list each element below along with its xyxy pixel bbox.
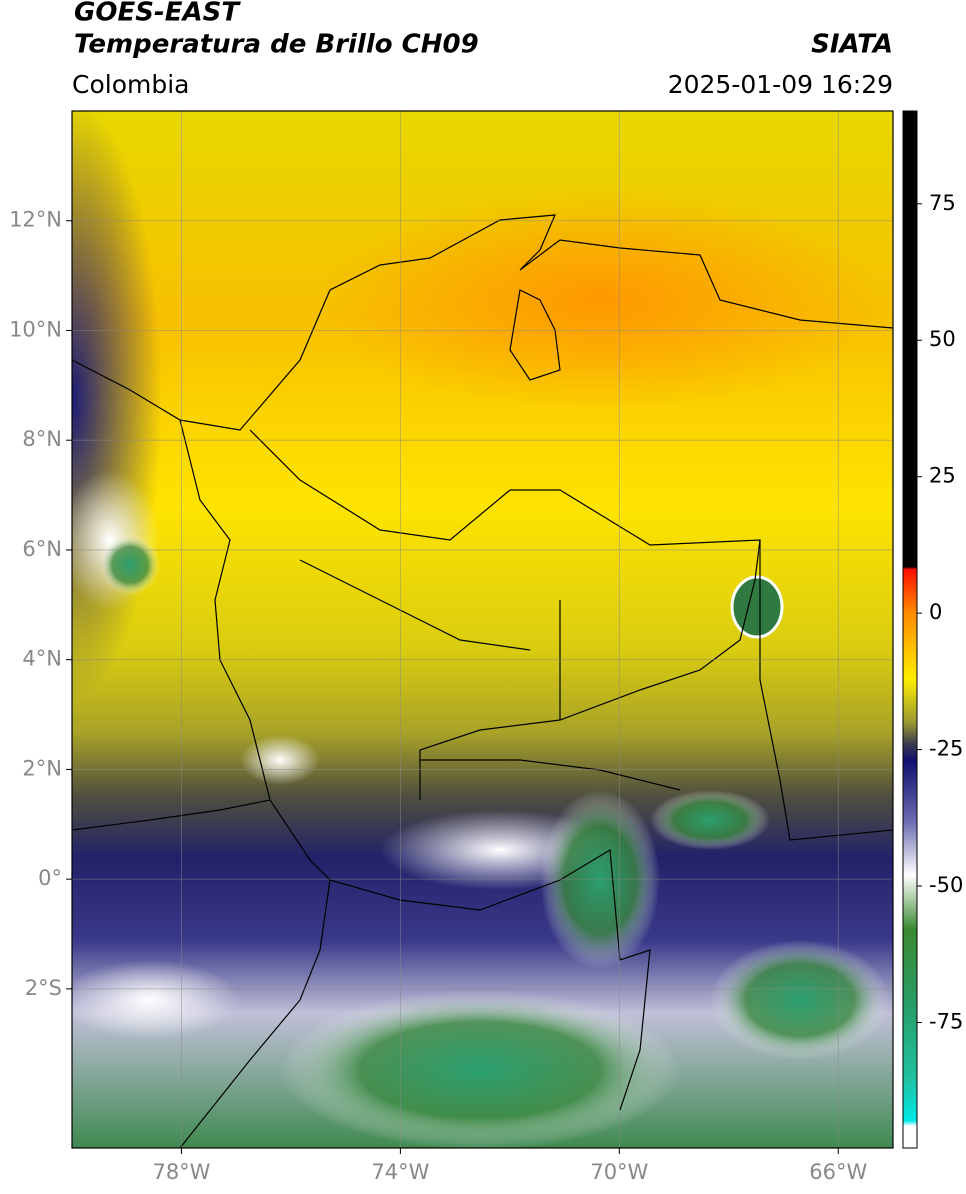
timestamp: 2025-01-09 16:29 xyxy=(668,70,893,99)
subtitle: Temperatura de Brillo CH09 xyxy=(74,30,479,60)
y-tick-label: 2°S xyxy=(25,976,62,1000)
map-frame xyxy=(71,110,894,1149)
colorbar-frame xyxy=(902,110,918,1149)
x-tick-label: 78°W xyxy=(152,1160,210,1184)
title: GOES-EAST xyxy=(74,0,241,28)
x-tick-label: 70°W xyxy=(590,1160,648,1184)
colorbar-tick-label: 75 xyxy=(929,191,956,215)
x-tick-label: 74°W xyxy=(371,1160,429,1184)
colorbar-tick-label: 25 xyxy=(929,464,956,488)
satellite-image xyxy=(72,111,893,1148)
y-tick-label: 4°N xyxy=(22,647,62,671)
y-tick-label: 2°N xyxy=(22,756,62,780)
colorbar-tick-label: -75 xyxy=(929,1009,963,1033)
colorbar-tick-label: -25 xyxy=(929,737,963,761)
y-tick-label: 0° xyxy=(38,866,62,890)
colorbar-tick-label: -50 xyxy=(929,873,963,897)
colorbar-tick-label: 0 xyxy=(929,600,942,624)
colorbar-fill xyxy=(903,111,917,1148)
region: Colombia xyxy=(72,70,189,99)
colorbar-tick-label: 50 xyxy=(929,327,956,351)
y-tick-label: 12°N xyxy=(9,208,62,232)
y-tick-label: 6°N xyxy=(22,537,62,561)
y-tick-label: 10°N xyxy=(9,317,62,341)
grid xyxy=(72,111,893,1148)
source: SIATA xyxy=(811,30,893,60)
y-tick-label: 8°N xyxy=(22,427,62,451)
x-tick-label: 66°W xyxy=(809,1160,867,1184)
colorbar: 75 50 25 0 -25 -50 -75 xyxy=(903,111,963,1148)
